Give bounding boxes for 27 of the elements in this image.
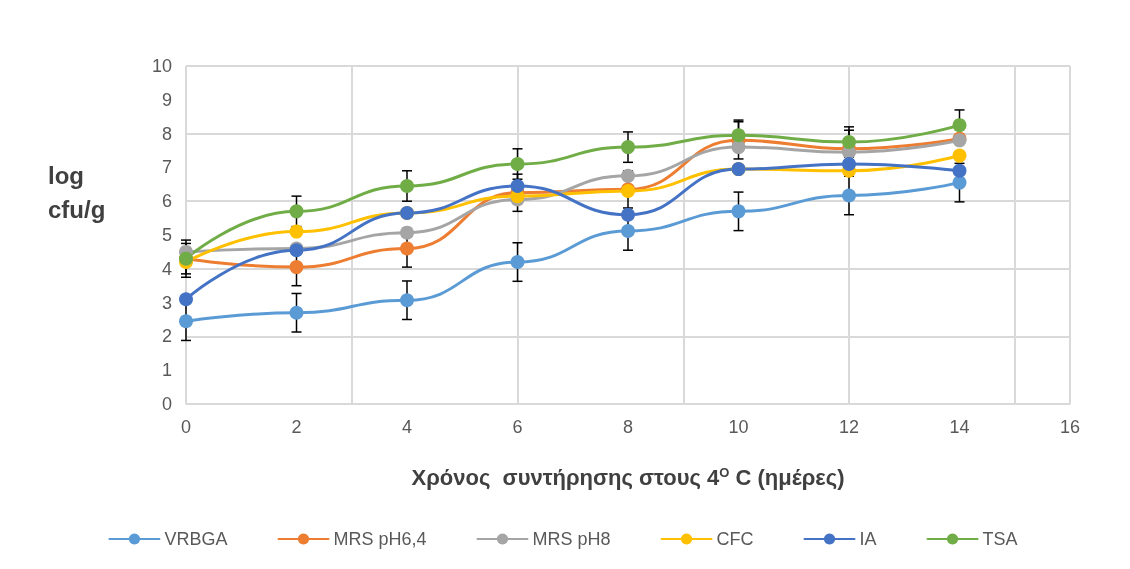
legend-label: CFC (716, 529, 754, 549)
y-tick-label: 0 (161, 394, 172, 414)
y-axis-title: log cfu/g (48, 161, 106, 223)
x-tick-label: 2 (291, 417, 302, 437)
y-tick-label: 8 (161, 123, 172, 144)
legend-label: VRBGA (164, 529, 228, 549)
y-tick-label: 9 (161, 89, 172, 110)
x-tick-label: 16 (1059, 417, 1081, 437)
legend-label: TSA (982, 529, 1018, 549)
y-tick-label: 3 (161, 292, 172, 313)
x-tick-label: 6 (512, 417, 523, 437)
legend-label: MRS pH8 (532, 529, 611, 549)
y-tick-label: 5 (161, 225, 172, 245)
y-tick-label: 10 (151, 56, 172, 76)
x-tick-label: 8 (622, 417, 634, 437)
y-tick-label: 6 (161, 191, 172, 212)
y-tick-label: 4 (161, 258, 172, 279)
y-tick-label: 2 (161, 326, 172, 347)
legend-label: IA (859, 529, 877, 549)
x-tick-label: 14 (949, 417, 970, 437)
y-tick-label: 1 (161, 360, 172, 381)
y-tick-label: 7 (161, 157, 172, 178)
x-tick-label: 0 (180, 417, 192, 437)
x-tick-label: 12 (838, 417, 860, 437)
x-tick-label: 4 (401, 417, 413, 437)
x-tick-label: 10 (728, 417, 749, 437)
legend-label: MRS pH6,4 (333, 529, 427, 549)
